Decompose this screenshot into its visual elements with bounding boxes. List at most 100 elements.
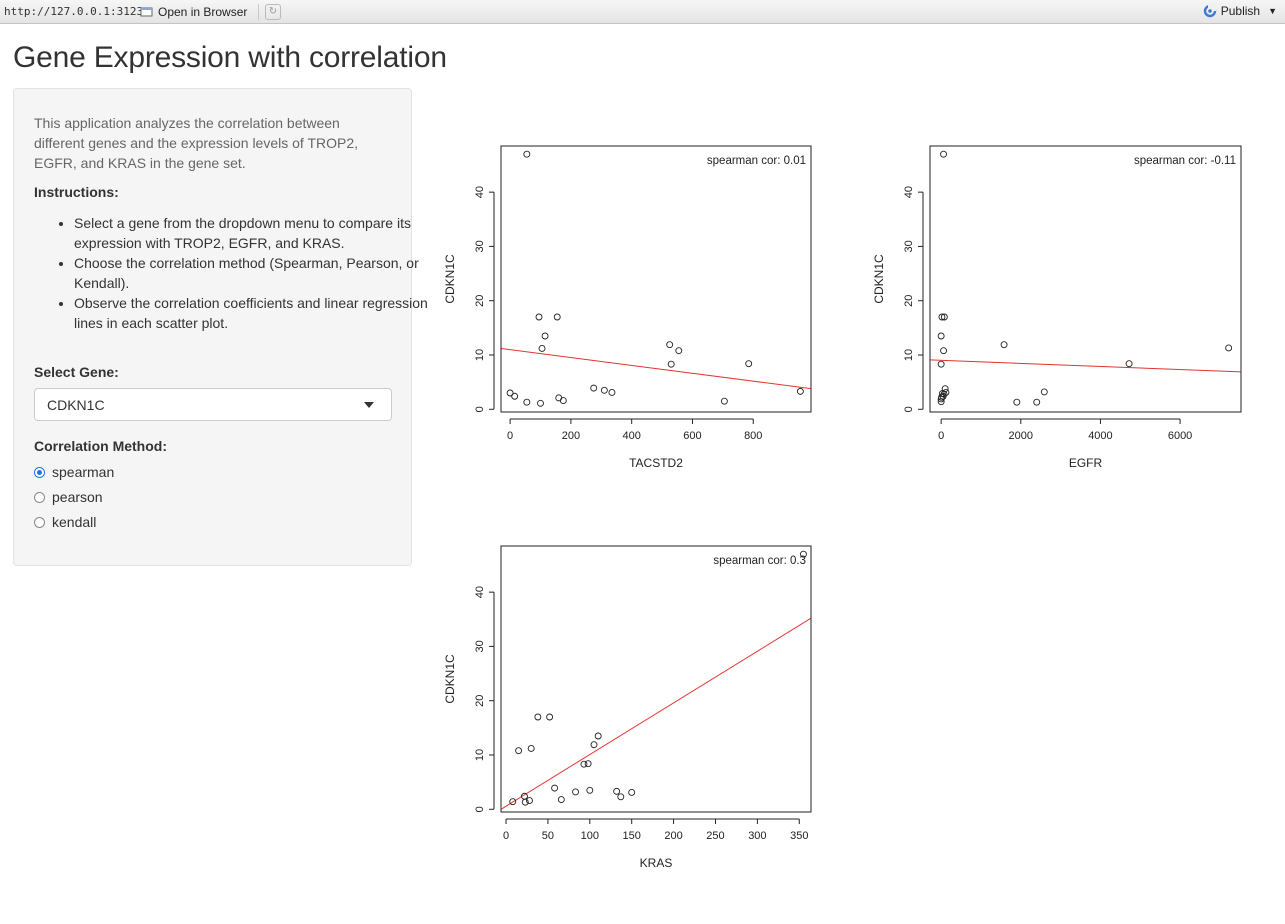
x-axis-label: EGFR [1069, 456, 1103, 470]
chevron-down-icon: ▼ [1268, 6, 1277, 16]
data-point [509, 798, 517, 806]
publish-button[interactable]: Publish ▼ [1203, 4, 1277, 18]
data-point [535, 313, 543, 321]
y-tick-label: 0 [474, 406, 486, 412]
radio-pearson[interactable]: pearson [34, 489, 103, 505]
x-tick-label: 800 [744, 430, 762, 442]
x-tick-label: 2000 [1009, 430, 1033, 442]
data-point [1125, 360, 1133, 368]
select-gene-label: Select Gene: [34, 364, 119, 380]
data-point [940, 347, 947, 355]
radio-button[interactable] [34, 491, 45, 503]
data-point [526, 797, 533, 805]
page-title: Gene Expression with correlation [13, 41, 447, 74]
data-point [720, 397, 728, 405]
y-tick-label: 20 [903, 295, 915, 307]
data-point [937, 398, 945, 406]
x-tick-label: 400 [623, 430, 641, 442]
data-point [551, 784, 559, 792]
data-point [745, 360, 753, 368]
data-point [580, 760, 588, 768]
plot-frame [500, 545, 812, 813]
radio-label: kendall [52, 514, 97, 530]
radio-spearman[interactable]: spearman [34, 464, 114, 480]
radio-label: pearson [52, 489, 103, 505]
x-tick-label: 150 [623, 830, 641, 842]
data-point [600, 386, 608, 394]
gene-select[interactable]: CDKN1C [34, 388, 392, 421]
data-point [1000, 341, 1008, 349]
data-point [937, 360, 945, 368]
x-tick-label: 300 [748, 830, 766, 842]
instruction-item: Observe the correlation coefficients and… [74, 293, 434, 333]
data-point [590, 384, 598, 392]
data-point [523, 398, 531, 406]
data-point [667, 360, 675, 368]
data-point [613, 787, 621, 795]
refresh-icon[interactable]: ↻ [265, 4, 281, 20]
radio-button[interactable] [34, 516, 45, 528]
data-point [938, 393, 945, 401]
x-tick-label: 4000 [1088, 430, 1112, 442]
y-tick-label: 0 [903, 406, 915, 412]
regression-line [501, 617, 811, 810]
data-point [796, 387, 804, 395]
data-point [1040, 388, 1048, 396]
correlation-annotation: spearman cor: -0.11 [1134, 155, 1236, 167]
regression-line [501, 347, 811, 390]
instructions-heading: Instructions: [34, 184, 119, 200]
y-tick-label: 10 [903, 349, 915, 361]
chevron-down-icon [364, 402, 374, 408]
y-tick-label: 20 [474, 695, 486, 707]
y-tick-label: 40 [474, 586, 486, 598]
data-point [590, 741, 598, 749]
sidebar-panel: This application analyzes the correlatio… [13, 88, 428, 566]
data-point [537, 399, 544, 407]
y-axis-label: CDKN1C [443, 654, 457, 704]
open-window-icon [140, 7, 153, 16]
x-tick-label: 200 [562, 430, 580, 442]
instruction-item: Select a gene from the dropdown menu to … [74, 213, 434, 253]
x-tick-label: 200 [664, 830, 682, 842]
data-point [617, 793, 625, 801]
data-point [506, 389, 514, 397]
data-point [553, 313, 561, 321]
data-point [523, 150, 531, 158]
radio-kendall[interactable]: kendall [34, 514, 96, 530]
y-axis-label: CDKN1C [872, 254, 886, 304]
data-point [511, 392, 519, 400]
y-tick-label: 30 [474, 640, 486, 652]
y-tick-label: 40 [903, 186, 915, 198]
data-point [594, 732, 602, 740]
x-tick-label: 0 [507, 430, 513, 442]
radio-button[interactable] [34, 466, 45, 478]
x-axis-label: KRAS [640, 856, 673, 870]
app-description: This application analyzes the correlatio… [34, 115, 359, 171]
data-point [555, 394, 563, 402]
x-tick-label: 250 [706, 830, 724, 842]
data-point [586, 786, 594, 794]
data-point [572, 788, 580, 796]
y-tick-label: 0 [474, 806, 486, 812]
data-point [546, 713, 554, 721]
x-tick-label: 0 [503, 830, 509, 842]
y-tick-label: 10 [474, 349, 486, 361]
data-point [937, 332, 945, 340]
radio-label: spearman [52, 464, 115, 480]
y-tick-label: 20 [474, 295, 486, 307]
data-point [534, 713, 542, 721]
y-tick-label: 40 [474, 186, 486, 198]
open-in-browser-label: Open in Browser [158, 4, 248, 19]
data-point [538, 345, 546, 352]
plot-frame [500, 145, 812, 413]
correlation-annotation: spearman cor: 0.3 [713, 555, 806, 567]
data-point [938, 313, 946, 321]
open-in-browser-button[interactable]: Open in Browser [140, 3, 247, 20]
x-tick-label: 50 [542, 830, 554, 842]
y-axis-label: CDKN1C [443, 254, 457, 304]
toolbar-separator [258, 4, 259, 20]
data-point [675, 347, 683, 355]
data-point [541, 332, 549, 340]
data-point [527, 745, 535, 752]
